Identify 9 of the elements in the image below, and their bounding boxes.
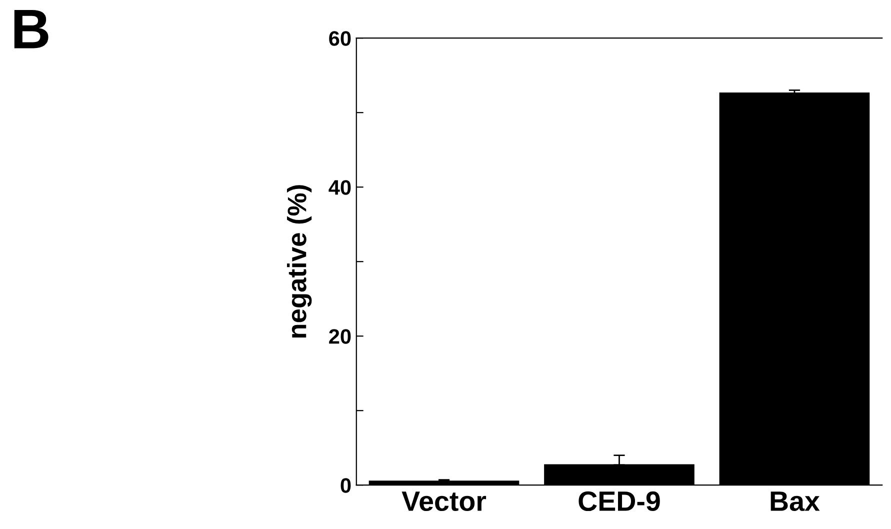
x-tick-label: Vector: [402, 492, 486, 512]
x-tick-label: CED-9: [578, 491, 660, 512]
y-tick-label: 0: [340, 478, 351, 493]
y-tick-label: 40: [328, 180, 351, 195]
y-axis-title: negative (%): [286, 185, 312, 338]
x-tick-label: Bax: [770, 492, 820, 512]
y-tick-label: 60: [329, 31, 351, 46]
text: B: [14, 10, 48, 48]
y-tick-label: 20: [329, 329, 351, 344]
